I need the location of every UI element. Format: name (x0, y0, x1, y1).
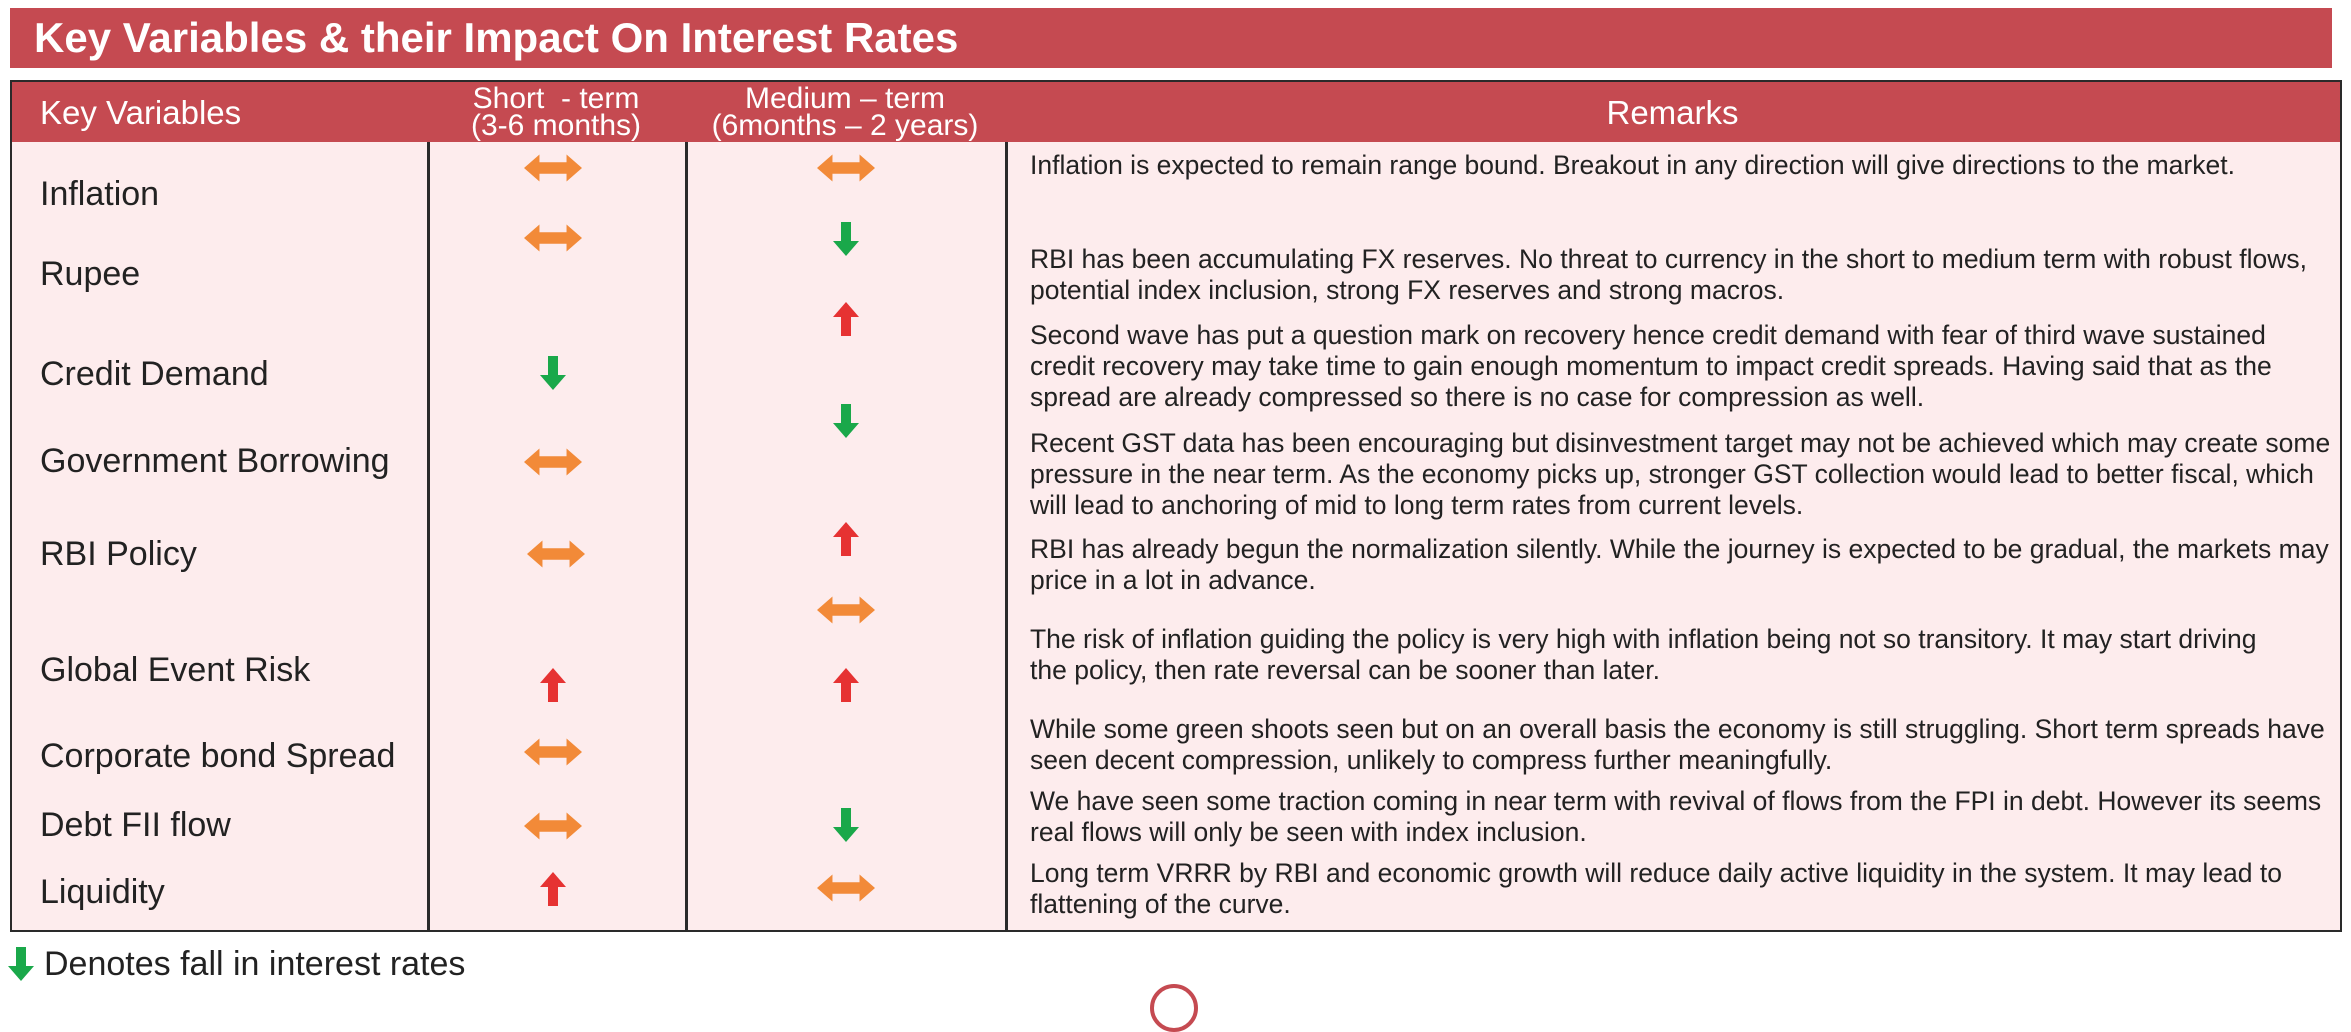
up-arrow-icon (540, 668, 566, 702)
remark-government-borrowing: Recent GST data has been encouraging but… (1030, 428, 2330, 521)
remark-line: We have seen some traction coming in nea… (1030, 786, 2322, 816)
remark-rupee: RBI has been accumulating FX reserves. N… (1030, 244, 2330, 306)
down-arrow-icon (833, 808, 859, 842)
down-arrow-icon (540, 356, 566, 390)
header-short-term: Short - term (3-6 months) (427, 82, 685, 142)
header-medium-term-line1: Medium – term (744, 82, 946, 115)
remark-line: will lead to anchoring of mid to long te… (1030, 490, 1804, 520)
remark-global-event-risk: The risk of inflation guiding the policy… (1030, 624, 2330, 686)
sideways-arrow-icon (817, 872, 875, 904)
sideways-arrow-icon (524, 152, 582, 184)
remark-debt-fii-flow: We have seen some traction coming in nea… (1030, 786, 2330, 848)
remark-line: RBI has been accumulating FX reserves. N… (1030, 244, 2307, 274)
remark-line: credit recovery may take time to gain en… (1030, 351, 2272, 381)
sideways-arrow-icon (524, 736, 582, 768)
remark-line: price in a lot in advance. (1030, 565, 1316, 595)
remark-line: The risk of inflation guiding the policy… (1030, 624, 2257, 654)
up-arrow-icon (833, 668, 859, 702)
up-arrow-icon (833, 522, 859, 556)
up-arrow-icon (833, 302, 859, 336)
title-banner: Key Variables & their Impact On Interest… (10, 8, 2332, 68)
remark-inflation: Inflation is expected to remain range bo… (1030, 150, 2330, 181)
header-remarks-label: Remarks (1606, 93, 1739, 131)
remark-line: flattening of the curve. (1030, 889, 1291, 919)
remark-line: RBI has already begun the normalization … (1030, 534, 2329, 564)
page-title: Key Variables & their Impact On Interest… (34, 14, 959, 61)
legend: Denotes fall in interest rates (8, 944, 465, 984)
remark-corporate-bond-spread: While some green shoots seen but on an o… (1030, 714, 2330, 776)
sideways-arrow-icon (524, 446, 582, 478)
sideways-arrow-icon (524, 810, 582, 842)
sideways-arrow-icon (527, 538, 585, 570)
remark-line: Long term VRRR by RBI and economic growt… (1030, 858, 2282, 888)
sideways-arrow-icon (524, 222, 582, 254)
variable-rbi-policy: RBI Policy (40, 535, 197, 573)
remark-line: potential index inclusion, strong FX res… (1030, 275, 1785, 305)
header-key-variables-label: Key Variables (40, 93, 242, 131)
variable-debt-fii-flow: Debt FII flow (40, 806, 231, 844)
header-short-term-line2: (3-6 months) (470, 109, 642, 142)
variable-rupee: Rupee (40, 255, 141, 293)
header-medium-term: Medium – term (6months – 2 years) (685, 82, 1005, 142)
variable-government-borrowing: Government Borrowing (40, 442, 390, 480)
column-divider (685, 142, 688, 932)
header-medium-term-line2: (6months – 2 years) (711, 109, 979, 142)
variable-corporate-bond-spread: Corporate bond Spread (40, 737, 396, 775)
sideways-arrow-icon (817, 152, 875, 184)
decorative-circle (1150, 984, 1198, 1032)
remark-line: Recent GST data has been encouraging but… (1030, 428, 2331, 458)
remark-line: Inflation is expected to remain range bo… (1030, 150, 2235, 180)
variable-inflation: Inflation (40, 175, 160, 213)
remark-line: Second wave has put a question mark on r… (1030, 320, 2266, 350)
down-arrow-icon (833, 404, 859, 438)
interest-rate-table: Key Variables Short - term (3-6 months) … (10, 80, 2342, 932)
remark-line: spread are already compressed so there i… (1030, 382, 1925, 412)
remark-line: seen decent compression, unlikely to com… (1030, 745, 1833, 775)
remark-line: the policy, then rate reversal can be so… (1030, 655, 1660, 685)
remark-rbi-policy: RBI has already begun the normalization … (1030, 534, 2330, 596)
remark-credit-demand: Second wave has put a question mark on r… (1030, 320, 2330, 413)
legend-text: Denotes fall in interest rates (44, 944, 466, 983)
remark-line: real flows will only be seen with index … (1030, 817, 1587, 847)
table-header: Key Variables Short - term (3-6 months) … (12, 82, 2340, 142)
sideways-arrow-icon (817, 594, 875, 626)
remark-line: While some green shoots seen but on an o… (1030, 714, 2325, 744)
down-arrow-icon (8, 947, 34, 981)
variable-global-event-risk: Global Event Risk (40, 651, 311, 689)
down-arrow-icon (833, 222, 859, 256)
header-short-term-line1: Short - term (472, 82, 640, 115)
variable-credit-demand: Credit Demand (40, 355, 269, 393)
up-arrow-icon (540, 872, 566, 906)
remark-line: pressure in the near term. As the econom… (1030, 459, 2314, 489)
header-key-variables: Key Variables (12, 82, 427, 142)
remark-liquidity: Long term VRRR by RBI and economic growt… (1030, 858, 2330, 920)
column-divider (1005, 142, 1008, 932)
column-divider (427, 142, 430, 932)
variable-liquidity: Liquidity (40, 873, 165, 911)
header-remarks: Remarks (1005, 82, 2340, 142)
